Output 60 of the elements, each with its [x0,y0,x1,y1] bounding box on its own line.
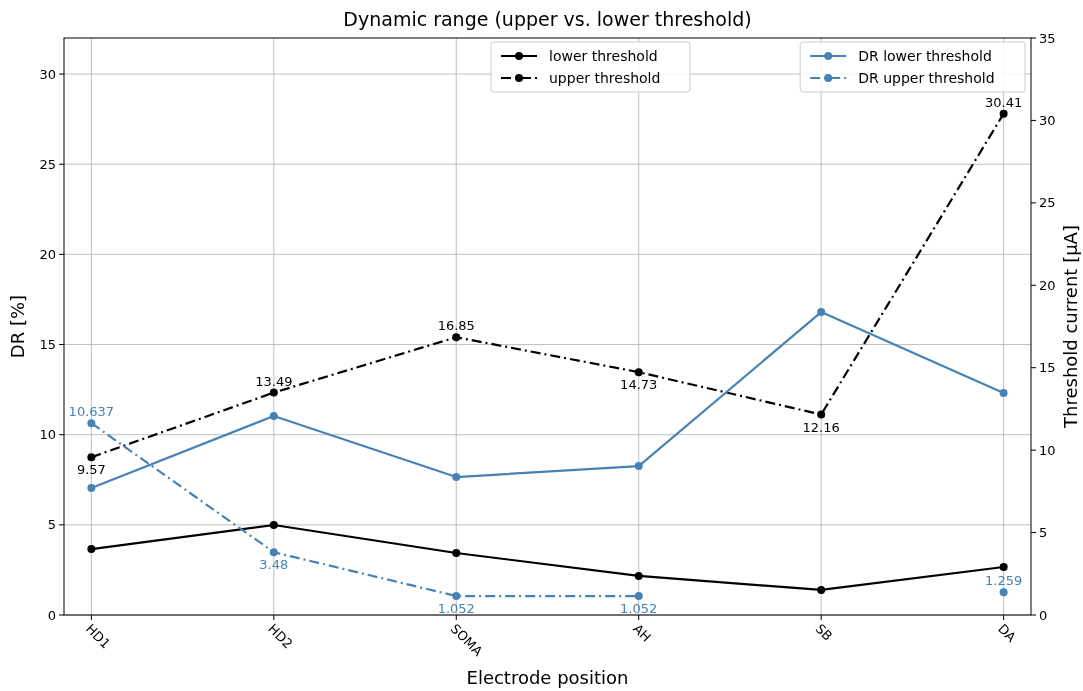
y2-tick-label: 5 [1039,525,1048,541]
point [452,473,461,482]
data-label: 13.49 [255,373,293,389]
point [817,585,826,594]
y2-tick-label: 35 [1039,30,1056,46]
data-label: 9.57 [76,462,106,478]
point [269,411,278,420]
legend-label: upper threshold [549,69,661,86]
y2-axis-title: Threshold current [µA] [1060,225,1081,429]
point [817,410,826,419]
point [87,453,96,462]
chart-title: Dynamic range (upper vs. lower threshold) [343,8,752,30]
point [634,592,643,601]
point [999,588,1008,597]
data-label: 1.052 [620,601,658,617]
y2-tick-label: 30 [1039,112,1056,128]
point [87,419,96,428]
data-label: 10.637 [68,404,115,420]
point [999,109,1008,118]
data-label: 16.85 [437,318,475,334]
point [269,548,278,557]
data-label: 3.48 [259,557,289,573]
data-label: 14.73 [620,377,658,393]
point [452,333,461,342]
legend-label: lower threshold [549,47,658,64]
y-tick-label: 10 [39,427,56,443]
legend-label: DR lower threshold [858,47,992,64]
x-tick-label: DA [995,620,1019,645]
point [87,545,96,554]
point [634,462,643,471]
x-tick-label: AH [630,620,654,645]
y2-tick-label: 20 [1039,277,1056,293]
point [87,484,96,493]
y-tick-label: 0 [47,607,56,623]
x-tick-label: SB [812,620,836,644]
point [817,308,826,317]
point [634,368,643,377]
y2-tick-label: 0 [1039,607,1048,623]
data-label: 30.41 [985,94,1023,110]
y-axis-title: DR [%] [7,294,28,359]
y-tick-label: 25 [39,156,56,172]
y2-tick-label: 10 [1039,442,1056,458]
point [634,571,643,580]
y2-tick-label: 25 [1039,195,1056,211]
point [269,520,278,529]
data-label: 1.259 [985,573,1023,589]
legend-label: DR upper threshold [858,69,995,86]
x-axis-title: Electrode position [466,667,629,688]
point [452,592,461,601]
point [269,388,278,397]
y-tick-label: 15 [39,337,56,353]
y-tick-label: 5 [47,517,56,533]
y2-tick-label: 15 [1039,360,1056,376]
data-label: 12.16 [802,419,840,435]
point [999,389,1008,398]
y-tick-label: 20 [39,246,56,262]
point [452,549,461,558]
point [999,563,1008,572]
data-label: 1.052 [437,601,475,617]
y-tick-label: 30 [39,66,56,82]
